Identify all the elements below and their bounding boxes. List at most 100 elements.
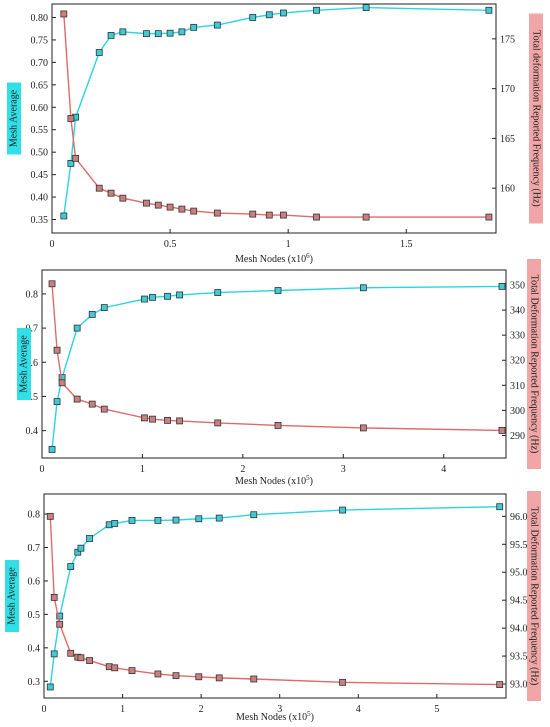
y-right-tick-label: 290 [510,431,525,442]
y-left-tick-label: 0.45 [31,170,49,181]
data-point-right [141,414,148,422]
data-point-left [95,49,103,56]
x-tick-label: 0 [40,464,45,475]
data-point-left [164,292,171,300]
data-point-left [166,29,174,37]
x-tick-label: 5 [434,704,439,715]
y-left-tick-label: 0.8 [26,289,39,300]
y-right-tick-label: 94.5 [510,596,528,607]
x-tick-label: 3 [341,464,346,475]
data-point-left [250,511,258,519]
y-right-tick-label: 93.0 [510,680,528,691]
y-right-tick-label: 165 [500,134,515,145]
data-point-left [105,521,113,529]
y-left-axis-title: Mesh Average [7,567,18,625]
data-point-left [100,304,108,312]
y-right-tick-label: 340 [510,306,525,317]
data-point-right [50,593,58,601]
data-point-right [313,213,320,221]
data-point-right [86,657,93,664]
x-axis-title-exponent: 6 [306,252,310,260]
x-axis-title-exponent: 5 [307,710,311,718]
data-point-right [362,213,370,221]
data-point-right [88,400,96,408]
data-point-right [178,205,186,213]
y-left-tick-label: 0.5 [28,610,41,621]
y-right-tick-label: 175 [500,34,515,45]
y-right-tick-label: 170 [500,84,515,95]
data-point-right [359,424,367,432]
data-point-right [250,675,258,683]
y-right-tick-label: 94.0 [510,624,528,635]
y-left-tick-label: 0.65 [31,80,49,91]
data-point-right [164,416,171,424]
data-point-right [53,346,61,354]
plot-frame [41,269,507,459]
y-left-tick-label: 0.80 [31,13,49,24]
series-line-left [51,285,502,450]
y-right-tick-label: 95.0 [510,568,528,579]
data-point-left [149,293,156,301]
x-tick-label: 4 [356,704,361,715]
y-left-title-highlight [5,560,19,632]
data-point-left [265,11,273,19]
data-point-right [498,427,506,434]
data-point-right [280,211,287,219]
y-left-tick-label: 0.40 [31,193,49,204]
data-point-right [215,674,223,682]
data-point-left [498,283,506,290]
series-line-right [51,283,502,432]
data-point-left [176,291,183,299]
data-point-left [339,506,346,514]
data-point-left [154,517,162,524]
y-right-axis-title: Total deformation Reported Frequency (Hz… [531,30,542,206]
y-left-tick-label: 0.3 [28,677,41,688]
data-point-right [149,415,156,423]
x-axis-title: Mesh Nodes (x105) [236,710,314,723]
data-point-left [50,650,58,658]
data-point-left [362,4,370,11]
data-point-right [60,10,68,18]
data-point-right [58,379,66,387]
data-point-left [178,28,186,36]
y-right-axis-title: Total Deformation Reported Frequency (Hz… [529,275,540,454]
y-left-tick-label: 0.6 [28,576,41,587]
series-line-right [63,13,489,218]
data-point-right [128,667,136,675]
data-point-left [215,514,223,522]
plot-frame [43,493,507,699]
x-tick-label: 1.5 [400,239,413,250]
y-left-tick-label: 0.55 [31,125,49,136]
data-point-right [172,672,180,680]
data-point-left [67,563,75,570]
y-right-tick-label: 160 [500,184,515,195]
data-point-left [86,535,93,542]
x-tick-label: 2 [199,704,204,715]
data-point-left [313,6,320,14]
data-point-right [195,673,203,681]
y-left-tick-label: 0.50 [31,148,49,159]
data-point-right [214,419,222,427]
x-tick-label: 1 [286,239,291,250]
data-point-left [77,544,85,552]
data-point-right [105,663,113,671]
y-left-tick-label: 0.60 [31,103,49,114]
data-point-right [56,620,64,628]
x-axis-title-main: Mesh Nodes (x10 [235,254,306,265]
data-point-left [496,503,504,511]
y-right-tick-label: 93.5 [510,652,528,663]
data-point-left [154,30,162,38]
x-tick-label: 2 [240,464,245,475]
data-point-right [496,681,504,688]
data-point-right [143,199,150,207]
y-left-tick-label: 0.7 [26,324,39,335]
series-line-right [49,516,500,686]
y-left-title-highlight [17,328,31,400]
data-point-right [67,115,75,122]
data-point-left [214,289,222,296]
data-point-left [67,160,75,167]
data-point-left [73,324,81,332]
x-axis-title-exponent: 5 [306,474,310,482]
y-right-tick-label: 95.5 [510,540,528,551]
